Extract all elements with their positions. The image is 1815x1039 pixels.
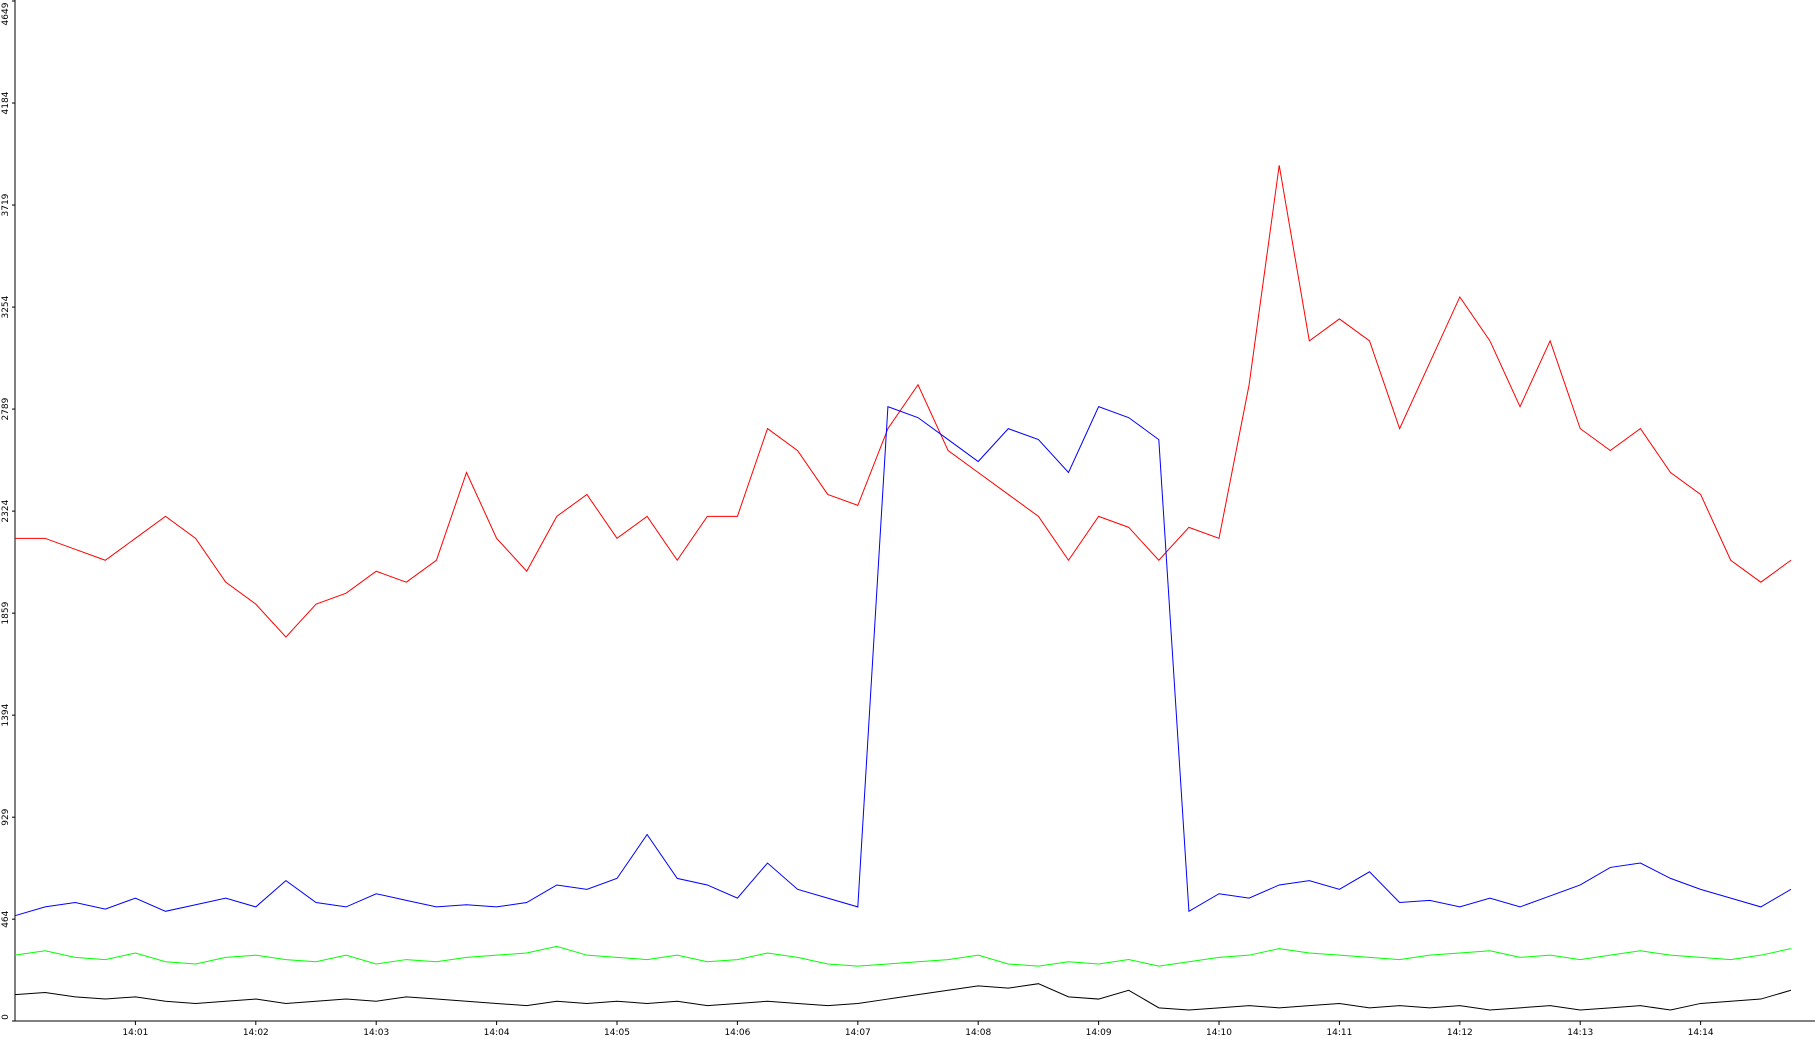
y-tick-label: 464 — [1, 910, 11, 927]
y-tick-label: 929 — [1, 808, 11, 825]
y-tick-label: 2324 — [1, 499, 11, 522]
x-tick-label: 14:06 — [724, 1028, 750, 1038]
y-tick-label: 3254 — [1, 295, 11, 318]
x-tick-label: 14:14 — [1688, 1028, 1714, 1038]
y-tick-label: 3719 — [1, 193, 11, 216]
y-tick-label: 1859 — [1, 601, 11, 624]
y-tick-label: 4649 — [1, 2, 11, 25]
x-tick-label: 14:01 — [122, 1028, 148, 1038]
y-tick-label: 1394 — [1, 703, 11, 726]
x-tick-label: 14:04 — [484, 1028, 510, 1038]
x-tick-label: 14:09 — [1086, 1028, 1112, 1038]
x-tick-label: 14:02 — [243, 1028, 269, 1038]
series-line — [15, 165, 1792, 638]
x-tick-label: 14:12 — [1447, 1028, 1473, 1038]
y-tick-label: 2789 — [1, 397, 11, 420]
y-tick-label: 4184 — [1, 91, 11, 114]
series-line — [14, 945, 1792, 967]
y-tick-label: 0 — [1, 1014, 11, 1020]
x-tick-label: 14:13 — [1567, 1028, 1593, 1038]
x-tick-label: 14:03 — [363, 1028, 389, 1038]
x-tick-label: 14:10 — [1206, 1028, 1232, 1038]
series-line — [14, 983, 1792, 1011]
x-tick-label: 14:07 — [845, 1028, 871, 1038]
x-tick-label: 14:05 — [604, 1028, 630, 1038]
series-line — [14, 405, 1792, 917]
x-tick-label: 14:08 — [965, 1028, 991, 1038]
x-tick-label: 14:11 — [1326, 1028, 1352, 1038]
